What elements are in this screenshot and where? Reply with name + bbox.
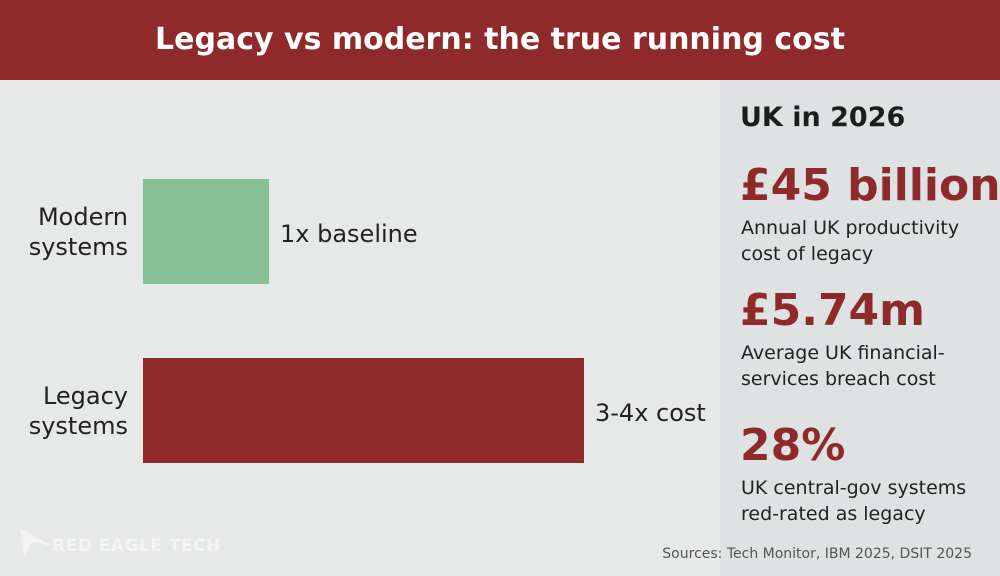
sidebar-panel — [720, 80, 1000, 576]
stat-description: UK central-gov systems red-rated as lega… — [741, 477, 967, 525]
stat-description: Annual UK productivity cost of legacy — [741, 217, 960, 265]
category-label: Legacy systems — [28, 381, 128, 440]
data-label: 1x baseline — [280, 219, 418, 248]
stat-value: £45 billion — [740, 160, 1000, 211]
data-label: 3-4x cost — [595, 398, 706, 427]
stat-value: 28% — [740, 420, 846, 471]
chart-title: Legacy vs modern: the true running cost — [0, 0, 1000, 80]
brand-logo — [20, 528, 52, 556]
sidebar-heading: UK in 2026 — [740, 102, 906, 133]
bar — [143, 179, 269, 284]
stat-value: £5.74m — [740, 285, 926, 336]
brand: RED EAGLE TECH — [52, 536, 221, 556]
sources: Sources: Tech Monitor, IBM 2025, DSIT 20… — [662, 546, 972, 562]
bar — [143, 358, 584, 463]
category-label: Modern systems — [28, 202, 128, 261]
stat-description: Average UK financial-services breach cos… — [741, 342, 945, 390]
